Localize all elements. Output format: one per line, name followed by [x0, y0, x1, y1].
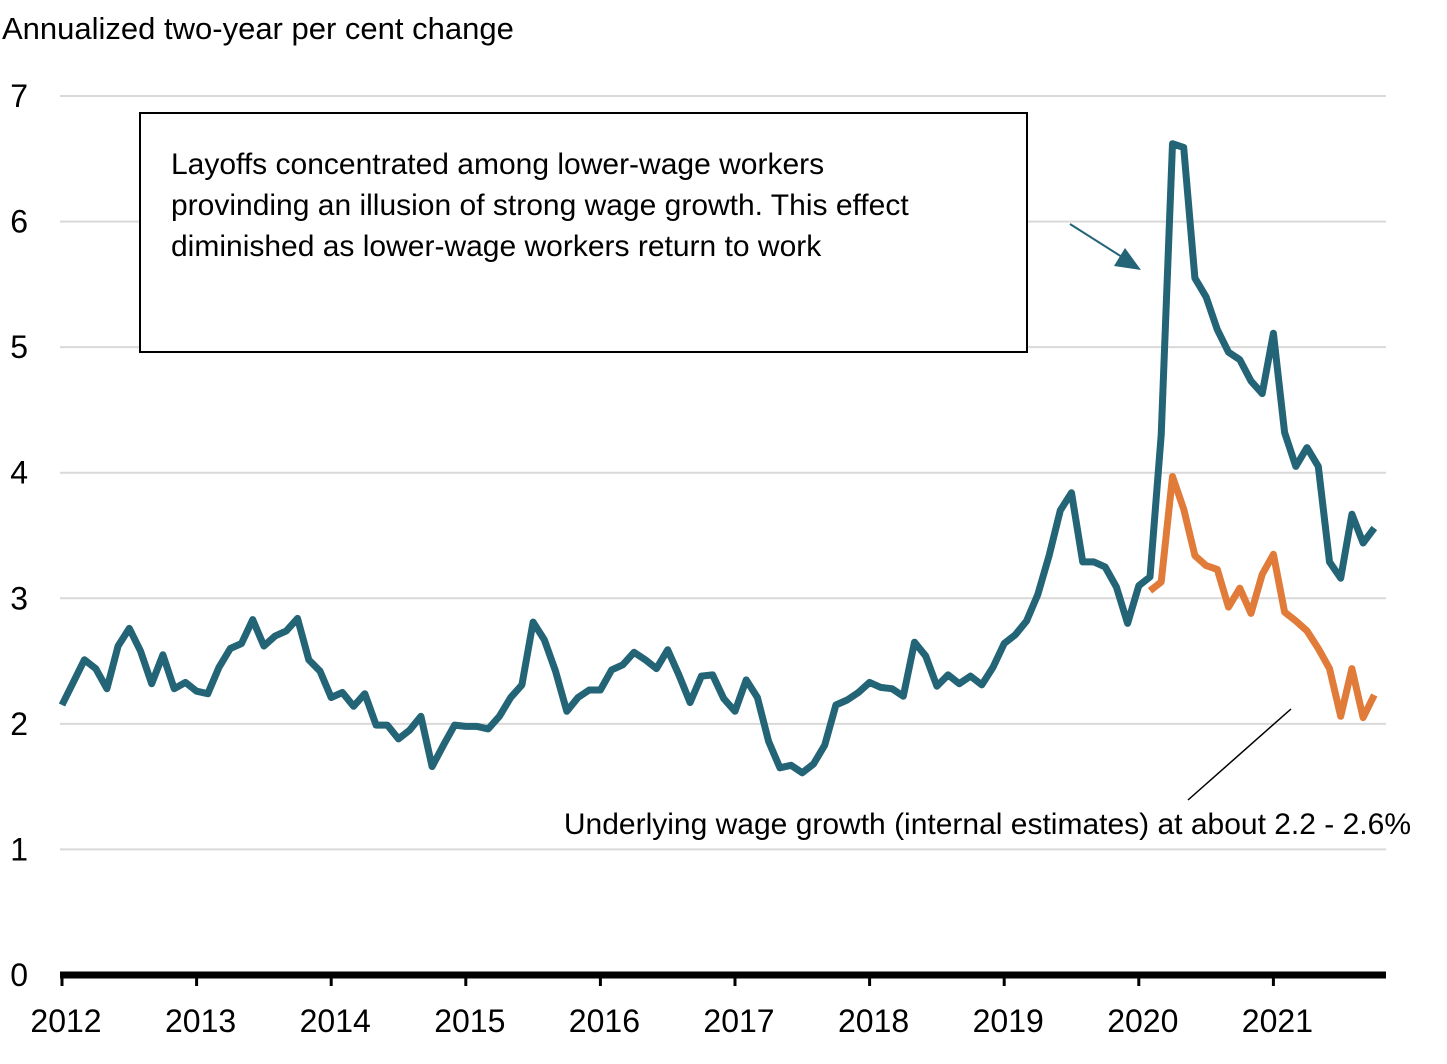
annotation-box-line-2: provinding an illusion of strong wage gr… [171, 189, 909, 222]
annotation-box-line-1: Layoffs concentrated among lower-wage wo… [171, 148, 824, 181]
y-tick-label-3: 3 [10, 580, 28, 616]
x-tick-label-2013: 2013 [165, 1003, 236, 1039]
y-tick-label-1: 1 [10, 831, 28, 867]
annotation-arrow-line [1069, 223, 1123, 258]
x-tick-label-2018: 2018 [838, 1003, 909, 1039]
x-tick-label-2021: 2021 [1242, 1003, 1313, 1039]
x-tick-label-2019: 2019 [973, 1003, 1044, 1039]
x-tick-label-2016: 2016 [569, 1003, 640, 1039]
x-tick-label-2020: 2020 [1107, 1003, 1178, 1039]
x-tick-labels: 2012 2013 2014 2015 2016 2017 2018 2019 2020 2021 [30, 1003, 1313, 1039]
underlying-annotation: Underlying wage growth (internal estimat… [564, 808, 1411, 841]
y-tick-labels: 0 1 2 3 4 5 6 7 [10, 78, 28, 993]
y-tick-label-6: 6 [10, 204, 28, 240]
annotation-arrow-head [1114, 248, 1141, 270]
series [58, 140, 1378, 777]
x-tick-label-2017: 2017 [703, 1003, 774, 1039]
series-line-observed [58, 140, 1378, 777]
x-tick-marks [60, 972, 1275, 986]
y-tick-label-2: 2 [10, 706, 28, 742]
annotation-box-line-3: diminished as lower-wage workers return … [171, 230, 822, 263]
annotation-box [139, 112, 1028, 353]
y-axis-title: Annualized two-year per cent change [2, 11, 514, 46]
y-tick-label-7: 7 [10, 78, 28, 114]
y-tick-label-5: 5 [10, 329, 28, 365]
x-tick-label-2012: 2012 [30, 1003, 101, 1039]
series-line-underlying [1147, 473, 1378, 722]
x-tick-label-2014: 2014 [300, 1003, 371, 1039]
y-tick-label-0: 0 [10, 957, 28, 993]
x-tick-label-2015: 2015 [434, 1003, 505, 1039]
underlying-pointer-line [1187, 708, 1292, 801]
y-tick-label-4: 4 [10, 455, 28, 491]
